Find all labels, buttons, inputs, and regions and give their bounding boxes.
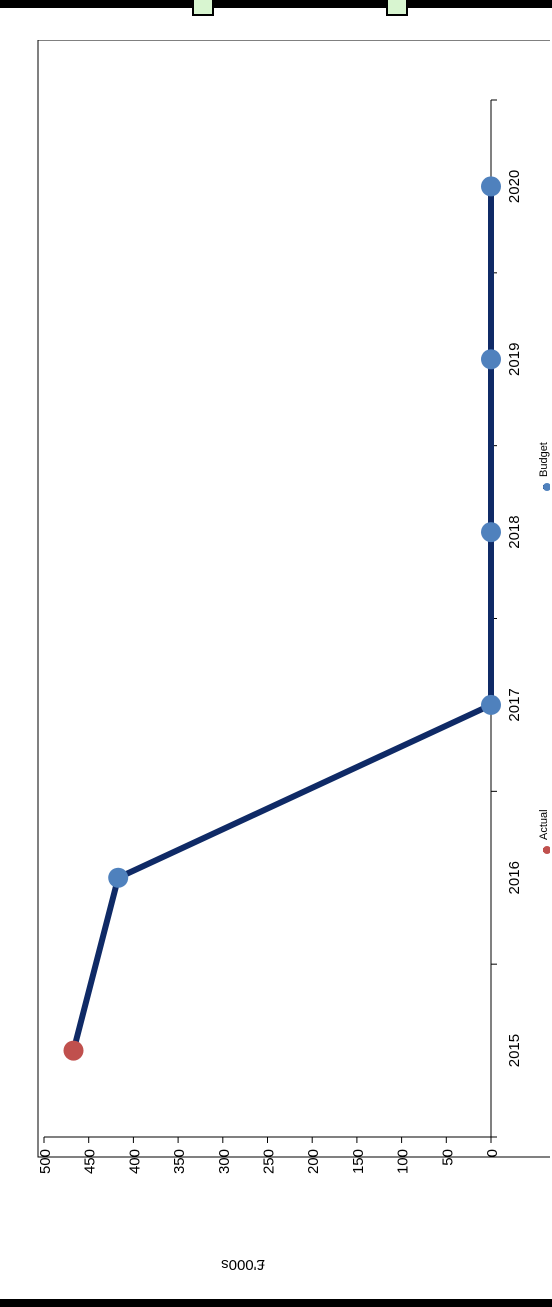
budget-data-point	[481, 176, 501, 197]
value-tick-label: 350	[171, 1149, 188, 1174]
legend-budget-label: Budget	[538, 442, 550, 477]
category-tick-label: 2015	[506, 1034, 523, 1067]
legend-budget-marker	[543, 483, 550, 491]
value-tick-label: 50	[439, 1149, 456, 1166]
budget-data-point	[481, 522, 501, 543]
line-chart: 0 50 100 150 200 250 300 350 400 450 500 2015 2016 20…	[37, 40, 550, 1273]
legend-actual-label: Actual	[538, 809, 550, 840]
legend-actual-marker	[543, 846, 550, 854]
category-tick-label: 2016	[506, 861, 523, 894]
value-tick-label: 100	[395, 1149, 412, 1174]
category-tick-label: 2020	[506, 170, 523, 203]
value-tick-label: 150	[350, 1149, 367, 1174]
budget-data-point	[108, 867, 129, 888]
actual-data-point	[63, 1040, 84, 1061]
budget-data-point	[481, 349, 501, 370]
value-axis-title: £'000s	[221, 1256, 265, 1273]
budget-data-point	[481, 694, 501, 715]
chart: 0 50 100 150 200 250 300 350 400 450 500 2015 2016 20…	[30, 40, 550, 1285]
header-cell-left	[192, 0, 214, 16]
value-tick-label: 0	[484, 1149, 501, 1157]
value-tick-label: 400	[126, 1149, 143, 1174]
chart-area-border	[37, 40, 550, 1158]
category-tick-label: 2017	[506, 688, 523, 721]
header-cell-right	[386, 0, 408, 16]
value-tick-label: 250	[261, 1149, 278, 1174]
category-tick-label: 2019	[506, 343, 523, 376]
value-tick-label: 300	[216, 1149, 233, 1174]
connector-line	[70, 874, 122, 1054]
top-border	[0, 0, 552, 8]
value-tick-label: 200	[305, 1149, 322, 1174]
bottom-border	[0, 1299, 552, 1307]
budget-series-line	[115, 183, 494, 881]
value-tick-label: 450	[82, 1149, 99, 1174]
value-tick-label: 500	[37, 1149, 54, 1174]
category-tick-label: 2018	[506, 515, 523, 548]
